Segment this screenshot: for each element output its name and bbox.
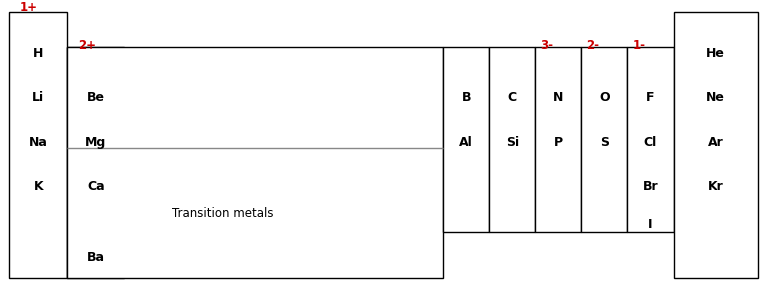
Text: Cl: Cl (644, 136, 657, 149)
Text: Kr: Kr (708, 180, 723, 193)
Bar (443, 47, 489, 232)
Text: H: H (33, 47, 44, 60)
Text: Mg: Mg (85, 136, 107, 149)
Text: O: O (599, 91, 610, 104)
Text: 2-: 2- (587, 39, 599, 52)
Text: Ne: Ne (707, 91, 725, 104)
Text: Li: Li (32, 91, 45, 104)
Text: 1-: 1- (633, 39, 645, 52)
Text: P: P (554, 136, 563, 149)
Bar (627, 47, 674, 232)
Text: Na: Na (29, 136, 48, 149)
Text: Be: Be (87, 91, 105, 104)
Text: 2+: 2+ (78, 39, 96, 52)
Text: 1+: 1+ (20, 1, 38, 14)
Bar (67, 47, 443, 278)
Text: Si: Si (505, 136, 519, 149)
Text: He: He (707, 47, 725, 60)
Text: Al: Al (459, 136, 473, 149)
Text: F: F (646, 91, 655, 104)
Bar (489, 47, 535, 232)
Bar (9, 12, 67, 278)
Bar (674, 12, 758, 278)
Bar (67, 47, 124, 278)
Text: B: B (462, 91, 471, 104)
Bar (581, 47, 627, 232)
Text: N: N (553, 91, 564, 104)
Text: K: K (34, 180, 43, 193)
Text: Transition metals: Transition metals (172, 207, 273, 220)
Text: C: C (508, 91, 517, 104)
Text: 3-: 3- (541, 39, 553, 52)
Text: Ba: Ba (87, 251, 105, 264)
Bar (535, 47, 581, 232)
Text: Br: Br (643, 180, 658, 193)
Text: I: I (648, 218, 653, 231)
Text: Ca: Ca (88, 180, 104, 193)
Text: Ar: Ar (708, 136, 723, 149)
Text: S: S (600, 136, 609, 149)
